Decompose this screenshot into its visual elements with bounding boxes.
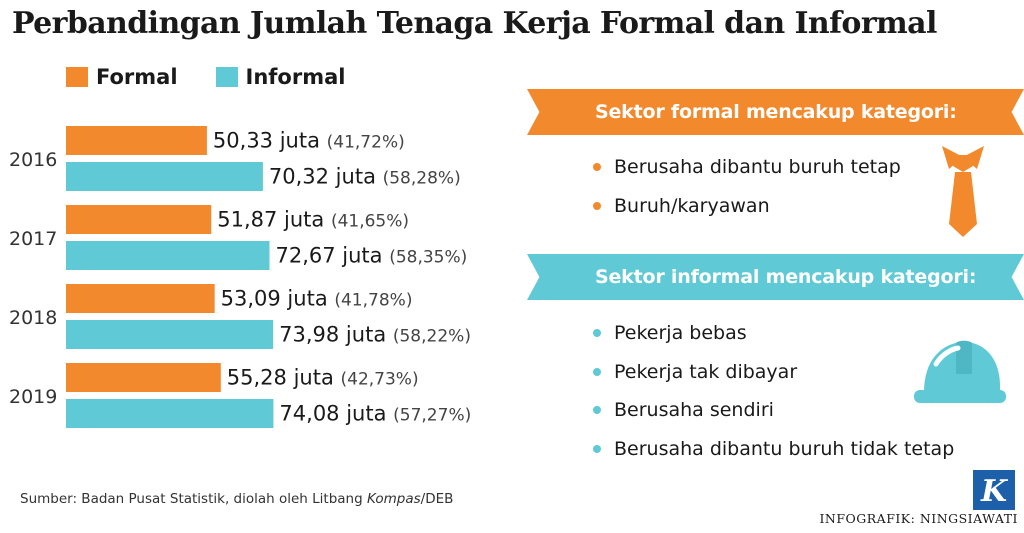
formal-category-label: Buruh/karyawan <box>614 194 770 217</box>
informal-category-label: Pekerja tak dibayar <box>614 360 798 383</box>
kompas-logo-icon: K <box>973 470 1015 510</box>
percent-label-formal-2017: (41,65%) <box>331 212 409 232</box>
data-label-formal-2017: 51,87 juta (41,65%) <box>217 208 409 232</box>
bullet-icon <box>593 367 601 376</box>
bar-formal-2017 <box>66 205 212 234</box>
percent-label-formal-2018: (41,78%) <box>334 291 412 311</box>
percent-label-informal-2017: (58,35%) <box>389 248 467 268</box>
chart-title: Perbandingan Jumlah Tenaga Kerja Formal … <box>12 6 937 41</box>
bullet-icon <box>593 329 601 338</box>
informal-category-item: Berusaha sendiri <box>593 391 954 430</box>
data-label-informal-2018: 73,98 juta (58,22%) <box>279 323 471 347</box>
informal-sector-heading: Sektor informal mencakup kategori: <box>595 266 977 288</box>
legend-label-formal: Formal <box>96 65 178 89</box>
informal-category-label: Pekerja bebas <box>614 322 747 345</box>
legend-swatch-informal <box>215 67 238 87</box>
source-prefix: Sumber: Badan Pusat Statistik, diolah ol… <box>20 491 367 507</box>
bullet-icon <box>593 444 601 453</box>
bar-formal-2016 <box>66 126 207 155</box>
bar-informal-2016 <box>66 162 263 191</box>
legend-swatch-formal <box>66 67 88 87</box>
bar-chart: 2016 50,33 juta (41,72%) 70,32 juta (58,28… <box>9 126 471 428</box>
informal-category-label: Berusaha sendiri <box>614 399 774 422</box>
formal-category-item: Buruh/karyawan <box>593 187 901 226</box>
data-label-formal-2018: 53,09 juta (41,78%) <box>221 287 413 311</box>
data-label-informal-2016: 70,32 juta (58,28%) <box>269 165 461 189</box>
year-label-2018: 2018 <box>9 307 57 329</box>
year-label-2016: 2016 <box>9 149 57 171</box>
percent-label-informal-2019: (57,27%) <box>393 406 471 426</box>
bar-informal-2018 <box>66 320 274 349</box>
legend-item-formal: Formal <box>66 65 178 89</box>
informal-category-list: Pekerja bebas Pekerja tak dibayar Berusa… <box>593 314 954 468</box>
source-note: Sumber: Badan Pusat Statistik, diolah ol… <box>20 491 453 507</box>
year-label-2017: 2017 <box>9 228 57 250</box>
data-label-formal-2016: 50,33 juta (41,72%) <box>213 129 405 153</box>
formal-category-label: Berusaha dibantu buruh tetap <box>614 156 901 179</box>
necktie-icon <box>942 146 984 237</box>
data-label-informal-2017: 72,67 juta (58,35%) <box>275 244 467 268</box>
chart-legend: Formal Informal <box>66 64 383 90</box>
data-label-formal-2019: 55,28 juta (42,73%) <box>227 366 419 390</box>
formal-category-item: Berusaha dibantu buruh tetap <box>593 148 901 187</box>
formal-sector-banner: Sektor formal mencakup kategori: <box>527 89 1024 135</box>
percent-label-informal-2018: (58,22%) <box>393 327 471 347</box>
year-label-2019: 2019 <box>9 386 57 408</box>
informal-category-label: Berusaha dibantu buruh tidak tetap <box>614 437 955 460</box>
source-suffix: /DEB <box>420 491 454 507</box>
kompas-logo-letter: K <box>980 474 1009 509</box>
informal-category-item: Berusaha dibantu buruh tidak tetap <box>593 430 954 469</box>
legend-item-informal: Informal <box>215 65 346 89</box>
informal-category-item: Pekerja tak dibayar <box>593 353 954 392</box>
bullet-icon <box>593 406 601 415</box>
bar-informal-2019 <box>66 399 274 428</box>
data-label-informal-2019: 74,08 juta (57,27%) <box>279 402 471 426</box>
infographic-credit: INFOGRAFIK: NINGSIAWATI <box>819 511 1018 526</box>
percent-label-formal-2016: (41,72%) <box>327 133 405 153</box>
bar-informal-2017 <box>66 241 270 270</box>
source-publisher: Kompas <box>366 491 421 507</box>
bullet-icon <box>593 201 601 210</box>
bar-formal-2019 <box>66 363 221 392</box>
hard-hat-icon <box>914 340 1006 403</box>
percent-label-informal-2016: (58,28%) <box>383 169 461 189</box>
informal-sector-banner: Sektor informal mencakup kategori: <box>527 254 1024 300</box>
formal-sector-heading: Sektor formal mencakup kategori: <box>595 101 957 123</box>
percent-label-formal-2019: (42,73%) <box>341 370 419 390</box>
bullet-icon <box>593 163 601 172</box>
bar-formal-2018 <box>66 284 215 313</box>
formal-category-list: Berusaha dibantu buruh tetap Buruh/karya… <box>593 148 901 225</box>
informal-category-item: Pekerja bebas <box>593 314 954 353</box>
legend-label-informal: Informal <box>245 65 346 89</box>
